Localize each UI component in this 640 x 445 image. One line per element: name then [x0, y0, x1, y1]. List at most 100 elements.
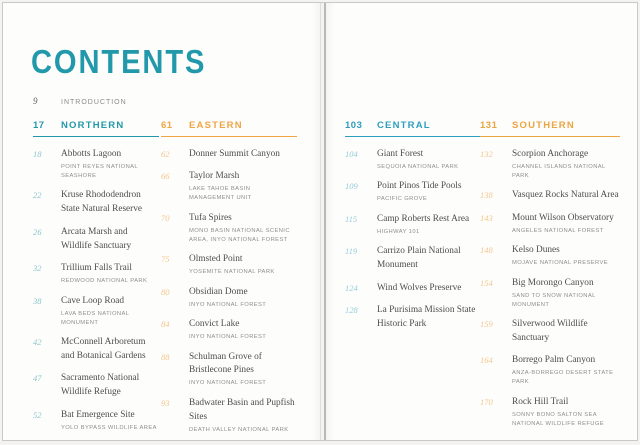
toc-entry: 75 Olmsted Point YOSEMITE NATIONAL PARK	[161, 253, 297, 277]
entry-subtitle: SONNY BONO SALTON SEA NATIONAL WILDLIFE …	[512, 411, 605, 427]
entry-text: Badwater Basin and Pupfish Sites DEATH V…	[189, 397, 297, 435]
entry-title: Bat Emergence Site	[61, 409, 135, 420]
entry-page-number: 47	[33, 373, 42, 384]
toc-entry: 26 Arcata Marsh and Wildlife Sanctuary	[33, 226, 159, 254]
entry-subtitle: SAND TO SNOW NATIONAL MONUMENT	[512, 292, 596, 308]
entry-subtitle: MONO BASIN NATIONAL SCENIC AREA, INYO NA…	[189, 227, 290, 243]
entry-title: Tufa Spires	[189, 212, 232, 223]
entry-subtitle: PACIFIC GROVE	[377, 196, 428, 203]
entry-title: Carrizo Plain National Monument	[377, 246, 461, 271]
entry-page-number: 148	[480, 245, 493, 256]
entry-title: Point Pinos Tide Pools	[377, 181, 462, 192]
entry-subtitle: ANZA-BORREGO DESERT STATE PARK	[512, 370, 614, 386]
toc-entry: 148 Kelso Dunes MOJAVE NATIONAL PRESERVE	[480, 244, 620, 268]
entry-title: Badwater Basin and Pupfish Sites	[189, 397, 295, 422]
entry-title: McConnell Arboretum and Botanical Garden…	[61, 336, 146, 361]
section-page-number: 131	[480, 120, 498, 131]
toc-entry: 159 Silverwood Wildlife Sanctuary	[480, 318, 620, 346]
section-header: 131 SOUTHERN	[480, 120, 620, 137]
section-header: 103 CENTRAL	[345, 120, 481, 137]
entry-page-number: 52	[33, 409, 42, 420]
entry-title: Cave Loop Road	[61, 295, 124, 306]
section-eastern: 61 EASTERN 62 Donner Summit Canyon 66 Ta…	[161, 120, 297, 440]
toc-entry: 109 Point Pinos Tide Pools PACIFIC GROVE	[345, 180, 481, 204]
entry-title: Rock Hill Trail	[512, 396, 569, 407]
contents-title: CONTENTS	[31, 43, 207, 81]
entry-page-number: 84	[161, 319, 170, 330]
entry-title: Olmsted Point	[189, 254, 243, 265]
entry-subtitle: INYO NATIONAL FOREST	[189, 334, 267, 341]
entry-text: Kruse Rhododendron State Natural Reserve	[61, 189, 159, 217]
toc-entry: 38 Cave Loop Road LAVA BEDS NATIONAL MON…	[33, 295, 159, 328]
entry-text: Trillium Falls Trail REDWOOD NATIONAL PA…	[61, 262, 159, 286]
entry-subtitle: DEATH VALLEY NATIONAL PARK	[189, 426, 289, 433]
entry-text: Carrizo Plain National Monument	[377, 245, 481, 273]
entry-text: Olmsted Point YOSEMITE NATIONAL PARK	[189, 253, 297, 277]
entry-subtitle: MOJAVE NATIONAL PRESERVE	[512, 260, 609, 267]
entry-title: Arcata Marsh and Wildlife Sanctuary	[61, 226, 132, 251]
entry-text: Sacramento National Wildlife Refuge	[61, 372, 159, 400]
entry-title: Kruse Rhododendron State Natural Reserve	[61, 190, 143, 215]
section-label: CENTRAL	[377, 120, 431, 131]
entry-subtitle: REDWOOD NATIONAL PARK	[61, 278, 148, 285]
toc-entry: 115 Camp Roberts Rest Area HIGHWAY 101	[345, 213, 481, 237]
entry-subtitle: LAKE TAHOE BASIN MANAGEMENT UNIT	[189, 186, 252, 202]
entry-title: Abbotts Lagoon	[61, 149, 122, 159]
entry-page-number: 154	[480, 277, 493, 288]
entry-list: 132 Scorpion Anchorage CHANNEL ISLANDS N…	[480, 148, 620, 429]
toc-entry: 88 Schulman Grove of Bristlecone Pines I…	[161, 351, 297, 389]
entry-page-number: 115	[345, 213, 358, 224]
entry-page-number: 70	[161, 212, 170, 223]
entry-title: Giant Forest	[377, 149, 424, 159]
entry-title: Wind Wolves Preserve	[377, 282, 462, 293]
toc-entry: 170 Rock Hill Trail SONNY BONO SALTON SE…	[480, 396, 620, 429]
page-gutter-shadow	[311, 3, 335, 440]
entry-page-number: 32	[33, 263, 42, 274]
entry-text: Obsidian Dome INYO NATIONAL FOREST	[189, 286, 297, 310]
entry-subtitle: HIGHWAY 101	[377, 228, 420, 235]
entry-page-number: 26	[33, 226, 42, 237]
toc-entry: 22 Kruse Rhododendron State Natural Rese…	[33, 189, 159, 217]
entry-text: Camp Roberts Rest Area HIGHWAY 101	[377, 213, 481, 237]
entry-text: McConnell Arboretum and Botanical Garden…	[61, 336, 159, 364]
entry-page-number: 128	[345, 305, 358, 316]
section-label: SOUTHERN	[512, 120, 575, 131]
section-northern: 17 NORTHERN 18 Abbotts Lagoon POINT REYE…	[33, 120, 159, 440]
entry-text: Point Pinos Tide Pools PACIFIC GROVE	[377, 180, 481, 204]
entry-text: Big Morongo Canyon SAND TO SNOW NATIONAL…	[512, 277, 620, 310]
section-label: NORTHERN	[61, 120, 125, 131]
entry-page-number: 170	[480, 396, 493, 407]
section-page-number: 17	[33, 120, 45, 131]
entry-text: Schulman Grove of Bristlecone Pines INYO…	[189, 351, 297, 389]
toc-entry: 93 Badwater Basin and Pupfish Sites DEAT…	[161, 397, 297, 435]
entry-text: Mount Wilson Observatory ANGELES NATIONA…	[512, 212, 620, 236]
entry-title: Big Morongo Canyon	[512, 277, 594, 288]
entry-title: Taylor Marsh	[189, 171, 240, 182]
entry-page-number: 124	[345, 282, 358, 293]
toc-entry: 143 Mount Wilson Observatory ANGELES NAT…	[480, 212, 620, 236]
toc-entry: 138 Vasquez Rocks Natural Area	[480, 189, 620, 203]
entry-page-number: 119	[345, 246, 358, 257]
entry-page-number: 38	[33, 295, 42, 306]
toc-entry: 124 Wind Wolves Preserve	[345, 282, 481, 296]
page-gutter-line	[320, 3, 321, 440]
entry-page-number: 18	[33, 149, 42, 159]
toc-entry: 70 Tufa Spires MONO BASIN NATIONAL SCENI…	[161, 212, 297, 245]
entry-subtitle: YOSEMITE NATIONAL PARK	[189, 269, 275, 276]
entry-text: Donner Summit Canyon	[189, 148, 297, 162]
entry-title: Silverwood Wildlife Sanctuary	[512, 319, 588, 344]
entry-page-number: 22	[33, 190, 42, 201]
entry-page-number: 66	[161, 171, 170, 182]
entry-list: 62 Donner Summit Canyon 66 Taylor Marsh …	[161, 148, 297, 440]
entry-page-number: 132	[480, 149, 493, 159]
entry-page-number: 75	[161, 254, 170, 265]
entry-subtitle: YOLO BYPASS WILDLIFE AREA	[61, 424, 157, 431]
entry-text: Wind Wolves Preserve	[377, 282, 481, 296]
entry-subtitle: INYO NATIONAL FOREST	[189, 380, 267, 387]
entry-text: Rock Hill Trail SONNY BONO SALTON SEA NA…	[512, 396, 620, 429]
entry-title: Schulman Grove of Bristlecone Pines	[189, 351, 262, 376]
entry-title: Mount Wilson Observatory	[512, 212, 614, 223]
entry-page-number: 42	[33, 336, 42, 347]
section-label: EASTERN	[189, 120, 243, 131]
